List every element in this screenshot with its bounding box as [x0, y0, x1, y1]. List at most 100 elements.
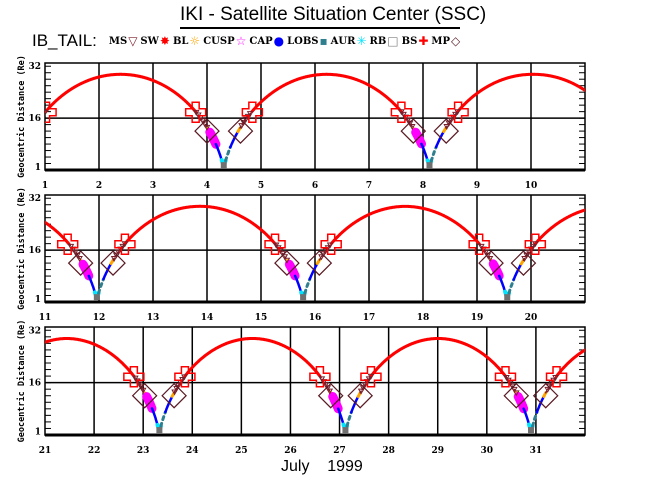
orbit-segment-sw	[369, 337, 507, 378]
orbit-segment-lobs	[224, 145, 232, 163]
ms-marker	[133, 378, 141, 385]
bs-crossing-marker	[241, 101, 264, 124]
y-tick-label: 16	[28, 246, 41, 256]
orbit-segment-ms	[400, 111, 415, 130]
ms-marker	[246, 111, 254, 118]
x-axis-label: July 1999	[281, 458, 363, 475]
ms-marker	[404, 117, 412, 124]
orbit-track	[45, 204, 585, 301]
orbit-segment-cap	[497, 274, 507, 293]
mp-crossing-marker	[478, 250, 504, 276]
x-tick-label: 24	[186, 446, 199, 456]
orbit-segment-lobs	[531, 410, 539, 428]
x-tick-label: 11	[39, 313, 52, 323]
legend-item-bl: BL ☼	[173, 34, 200, 48]
orbit-segment-cap	[214, 142, 223, 162]
diamond-outline-icon: ◇	[450, 34, 461, 48]
x-tick-label: 7	[366, 181, 372, 191]
mp-crossing-marker	[532, 382, 559, 409]
orbit-segment-sw	[533, 208, 585, 246]
ms-marker	[110, 255, 118, 263]
mp-crossing-marker	[503, 382, 530, 409]
legend-item-ms: MS ▽	[109, 34, 138, 48]
orbit-segment-sw	[45, 72, 198, 114]
ms-marker	[531, 241, 539, 248]
y-tick-label: 1	[35, 163, 41, 173]
ms-marker	[283, 257, 291, 264]
x-tick-label: 27	[333, 446, 346, 456]
ms-marker	[529, 243, 537, 250]
orbit-segment-cap	[512, 262, 523, 281]
ms-marker	[367, 373, 375, 380]
ms-marker	[171, 389, 178, 396]
mp-crossing-marker	[510, 250, 537, 276]
ms-marker	[45, 109, 49, 116]
legend: IB_TAIL: MS ▽ SW ✸ BL ☼ CUSP ☆ CAP ● LOBS ▪ AUR ✳ RB □ B…	[32, 31, 463, 51]
orbit-segment-cap	[293, 274, 303, 294]
orbit-segment-cap	[434, 130, 445, 149]
ms-marker	[443, 123, 451, 131]
ms-marker	[203, 124, 211, 131]
mp-crossing-marker	[161, 382, 187, 409]
panel-1: 32 16 1 Geocentric Distance (Re) 1 2 3 4 5 6 7 8 9 10	[16, 55, 586, 191]
mp-crossing-marker	[274, 250, 300, 276]
x-tick-label: 23	[137, 446, 150, 456]
orbit-segment-cap	[420, 142, 429, 162]
ms-marker	[454, 109, 461, 116]
sun-icon: ☼	[189, 34, 201, 48]
bs-crossing-marker	[56, 233, 79, 256]
orbit-segment-cusp	[205, 127, 221, 149]
x-tick-label: 2	[96, 181, 102, 191]
y-tick-label: 16	[28, 114, 41, 124]
orbit-segment-lobs	[303, 277, 312, 295]
bs-crossing-marker	[390, 101, 413, 124]
ms-marker	[175, 382, 182, 389]
ms-marker	[238, 123, 245, 130]
bs-crossing-marker	[545, 365, 568, 388]
legend-item-mp: MP ◇	[431, 34, 460, 48]
ms-marker	[139, 387, 147, 394]
ms-marker	[137, 384, 145, 391]
mp-crossing-marker	[194, 118, 220, 144]
rb-marker	[426, 162, 433, 169]
ms-marker	[67, 243, 75, 250]
ms-marker	[486, 255, 494, 263]
mp-crossing-marker	[131, 382, 158, 409]
ms-marker	[552, 374, 559, 382]
y-axis-label: Geocentric Distance (Re)	[16, 187, 27, 310]
x-tick-label: 6	[312, 181, 318, 191]
y-tick-label: 1	[35, 428, 41, 438]
y-tick-label: 1	[35, 295, 41, 305]
legend-label: SW	[140, 35, 159, 47]
plot-title: IKI - Satellite Situation Center (SSC)	[180, 4, 487, 25]
orbit-segment-ms	[319, 375, 332, 394]
mp-crossing-marker	[317, 382, 344, 409]
x-tick-label: 5	[258, 181, 264, 191]
legend-item-lobs: LOBS ▪	[287, 34, 328, 48]
bs-crossing-marker	[264, 233, 286, 256]
x-tick-label: 26	[284, 446, 297, 456]
mp-crossing-marker	[400, 118, 427, 144]
ms-marker	[71, 249, 79, 256]
orbit-track	[45, 337, 585, 434]
ms-marker	[452, 111, 459, 118]
ms-marker	[400, 111, 407, 118]
legend-label: LOBS	[287, 35, 319, 47]
legend-label: MS	[108, 35, 128, 47]
ms-marker	[115, 249, 122, 256]
bs-crossing-marker	[123, 365, 145, 388]
orbit-segment-cap	[535, 395, 546, 414]
legend-label: MP	[431, 35, 450, 47]
y-tick-label: 16	[28, 379, 41, 389]
ms-marker	[199, 118, 207, 125]
y-axis-label: Geocentric Distance (Re)	[16, 320, 27, 443]
legend-label: BL	[172, 35, 189, 47]
orbit-segment-cap	[308, 262, 319, 281]
bs-crossing-marker	[524, 233, 547, 256]
legend-item-rb: RB □	[370, 34, 399, 48]
ms-marker	[322, 382, 330, 389]
ms-marker	[121, 241, 129, 248]
square-outline-icon: □	[387, 34, 399, 48]
orbit-segment-cap	[522, 407, 531, 426]
